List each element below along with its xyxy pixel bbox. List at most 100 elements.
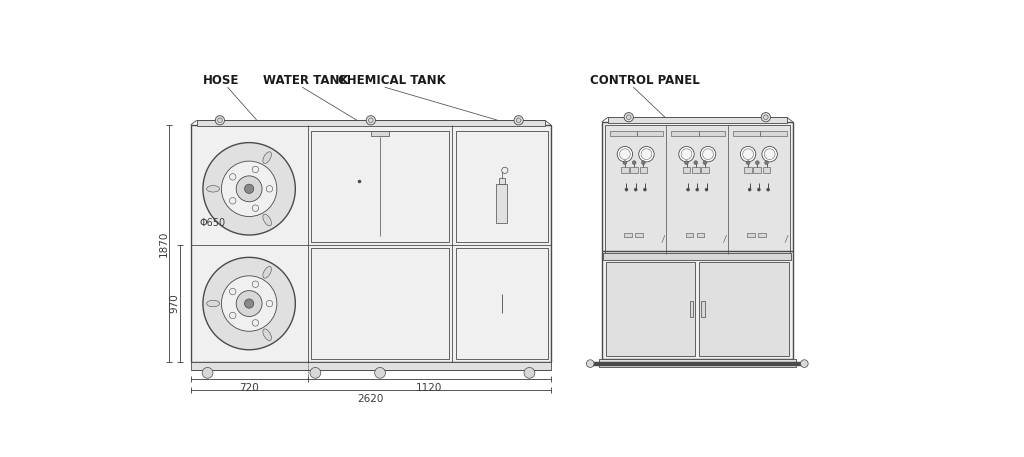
Circle shape — [514, 116, 523, 125]
Bar — [686, 233, 693, 237]
Circle shape — [764, 115, 768, 120]
Circle shape — [203, 257, 295, 350]
Bar — [758, 233, 766, 237]
Bar — [698, 262, 788, 356]
Bar — [744, 167, 752, 173]
Bar — [456, 131, 548, 242]
Circle shape — [367, 116, 376, 125]
Circle shape — [632, 161, 636, 165]
Circle shape — [202, 367, 213, 378]
Circle shape — [524, 367, 535, 378]
Ellipse shape — [207, 186, 219, 192]
Bar — [499, 178, 505, 184]
Circle shape — [229, 312, 236, 319]
Circle shape — [767, 188, 770, 191]
Ellipse shape — [263, 214, 271, 226]
Bar — [605, 262, 695, 356]
Text: 1120: 1120 — [416, 383, 442, 393]
Circle shape — [252, 319, 259, 326]
Circle shape — [310, 367, 321, 378]
Bar — [640, 167, 647, 173]
Bar — [190, 125, 551, 362]
Circle shape — [221, 161, 276, 217]
Circle shape — [634, 188, 637, 191]
Text: 970: 970 — [169, 294, 179, 314]
Bar — [190, 362, 551, 370]
Text: WATER TANK: WATER TANK — [263, 74, 349, 87]
Bar — [456, 248, 548, 359]
Ellipse shape — [263, 152, 271, 164]
Circle shape — [641, 149, 652, 159]
Bar — [310, 131, 450, 242]
Circle shape — [679, 147, 694, 162]
Circle shape — [703, 161, 707, 165]
Circle shape — [643, 188, 646, 191]
Bar — [609, 131, 637, 136]
Circle shape — [742, 149, 754, 159]
Circle shape — [695, 188, 698, 191]
Text: 2620: 2620 — [357, 393, 384, 404]
Circle shape — [740, 147, 756, 162]
Circle shape — [681, 149, 692, 159]
Circle shape — [623, 161, 627, 165]
Circle shape — [765, 161, 768, 165]
Circle shape — [217, 118, 222, 122]
Circle shape — [625, 188, 628, 191]
Circle shape — [694, 161, 697, 165]
Bar — [761, 131, 786, 136]
Bar — [599, 359, 796, 367]
Bar — [683, 167, 690, 173]
Text: Φ650: Φ650 — [200, 218, 226, 228]
Bar — [603, 253, 792, 260]
Ellipse shape — [263, 266, 271, 278]
Text: 720: 720 — [240, 383, 259, 393]
Circle shape — [627, 115, 631, 120]
Bar — [605, 125, 790, 254]
Circle shape — [756, 161, 759, 165]
Bar — [310, 248, 450, 359]
Circle shape — [375, 367, 385, 378]
Bar — [692, 167, 699, 173]
Bar — [236, 181, 263, 197]
Circle shape — [746, 161, 750, 165]
Bar — [371, 131, 389, 136]
Circle shape — [215, 116, 224, 125]
Circle shape — [764, 149, 775, 159]
Circle shape — [203, 143, 295, 235]
Bar — [236, 295, 263, 312]
Circle shape — [587, 360, 594, 367]
Bar — [242, 197, 257, 208]
Circle shape — [516, 118, 521, 122]
Circle shape — [758, 188, 761, 191]
Circle shape — [229, 197, 236, 204]
Ellipse shape — [207, 300, 219, 307]
Circle shape — [705, 188, 708, 191]
Circle shape — [801, 360, 808, 367]
Circle shape — [700, 147, 716, 162]
Circle shape — [761, 112, 770, 122]
Circle shape — [266, 186, 272, 192]
Ellipse shape — [263, 329, 271, 340]
Circle shape — [639, 147, 654, 162]
Bar — [671, 131, 698, 136]
Circle shape — [229, 174, 236, 180]
Circle shape — [252, 166, 259, 173]
Text: CHEMICAL TANK: CHEMICAL TANK — [339, 74, 446, 87]
Bar — [631, 167, 638, 173]
Bar — [625, 233, 632, 237]
Circle shape — [641, 161, 645, 165]
Circle shape — [221, 276, 276, 331]
Bar — [698, 131, 725, 136]
Circle shape — [252, 281, 259, 287]
Circle shape — [229, 288, 236, 295]
Bar — [602, 122, 793, 359]
Circle shape — [617, 147, 633, 162]
Circle shape — [369, 118, 373, 122]
Circle shape — [702, 149, 714, 159]
Text: HOSE: HOSE — [203, 74, 240, 87]
Bar — [497, 184, 507, 223]
Circle shape — [245, 299, 254, 308]
Text: 1870: 1870 — [159, 230, 169, 257]
Bar — [701, 167, 709, 173]
Circle shape — [749, 188, 752, 191]
